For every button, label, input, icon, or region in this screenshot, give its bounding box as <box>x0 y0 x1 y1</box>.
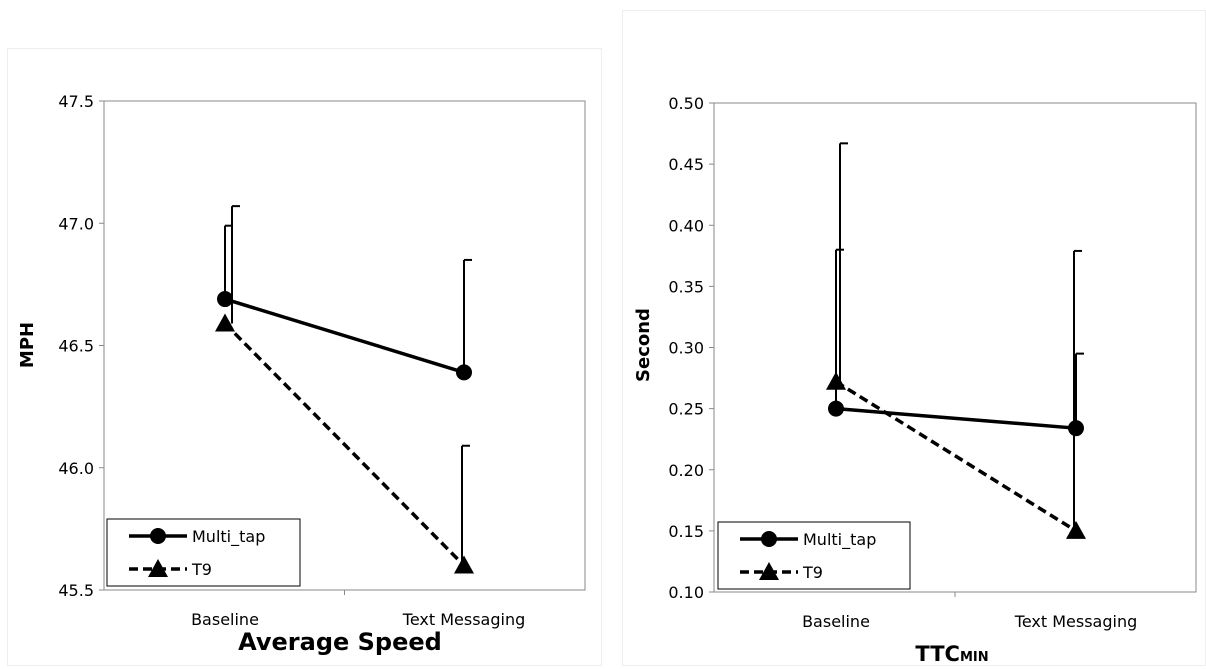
y-axis-label: MPH <box>17 322 38 368</box>
series-line-Multi_tap <box>224 297 465 375</box>
data-point-Multi_tap <box>1068 420 1084 437</box>
y-tick-label: 0.10 <box>668 583 704 602</box>
legend-box <box>106 518 301 587</box>
y-tick-label: 47.5 <box>58 92 94 111</box>
legend-label-T9: T9 <box>191 560 212 579</box>
plot-area <box>103 100 586 591</box>
y-tick-label: 46.0 <box>58 459 94 478</box>
series-line-T9 <box>835 380 1077 533</box>
y-tick-label: 0.45 <box>668 155 704 174</box>
chart-title-subscript: MIN <box>960 650 989 665</box>
y-axis-label: Second <box>633 308 654 382</box>
plot-area <box>713 102 1197 593</box>
y-tick-label: 46.5 <box>58 337 94 356</box>
y-tick-label: 0.15 <box>668 522 704 541</box>
left-chart-frame <box>7 48 602 666</box>
series-line-T9 <box>223 322 466 567</box>
chart-1: 45.5 46.0 46.5 47.0 47.5 Baseline Text Messagi… <box>17 92 586 656</box>
legend-marker-Multi_tap <box>150 528 166 544</box>
legend-marker-Multi_tap <box>761 531 777 547</box>
data-point-T9 <box>826 371 846 390</box>
y-tick-label: 0.50 <box>668 94 704 113</box>
x-tick-label: Baseline <box>802 612 870 631</box>
data-point-Multi_tap <box>217 291 233 308</box>
data-point-Multi_tap <box>828 400 844 417</box>
data-point-T9 <box>454 555 474 574</box>
y-tick-label: 0.30 <box>668 339 704 358</box>
legend-label-Multi_tap: Multi_tap <box>192 527 265 547</box>
x-tick-label: Baseline <box>191 610 259 629</box>
data-point-T9 <box>215 313 235 332</box>
x-tick-label: Text Messaging <box>1014 612 1137 631</box>
y-tick-label: 0.20 <box>668 461 704 480</box>
y-tick-label: 45.5 <box>58 581 94 600</box>
x-tick-label: Text Messaging <box>402 610 525 629</box>
y-tick-label: 0.35 <box>668 277 704 296</box>
y-tick-label: 0.40 <box>668 216 704 235</box>
chart-2: 0.10 0.15 0.20 0.25 0.30 0.35 0.40 0.45 0.50 Base… <box>633 94 1197 666</box>
series-line-Multi_tap <box>835 406 1077 430</box>
legend-box <box>717 521 911 590</box>
legend-marker-T9 <box>759 562 779 580</box>
y-tick-label: 0.25 <box>668 400 704 419</box>
data-point-T9 <box>1066 520 1086 539</box>
data-point-Multi_tap <box>456 364 472 381</box>
y-tick-label: 47.0 <box>58 214 94 233</box>
chart-title: TTCMIN <box>915 642 988 666</box>
chart-title: Average Speed <box>238 628 442 656</box>
legend-label-Multi_tap: Multi_tap <box>803 530 876 550</box>
legend-label-T9: T9 <box>802 563 823 582</box>
legend-marker-T9 <box>148 559 168 577</box>
